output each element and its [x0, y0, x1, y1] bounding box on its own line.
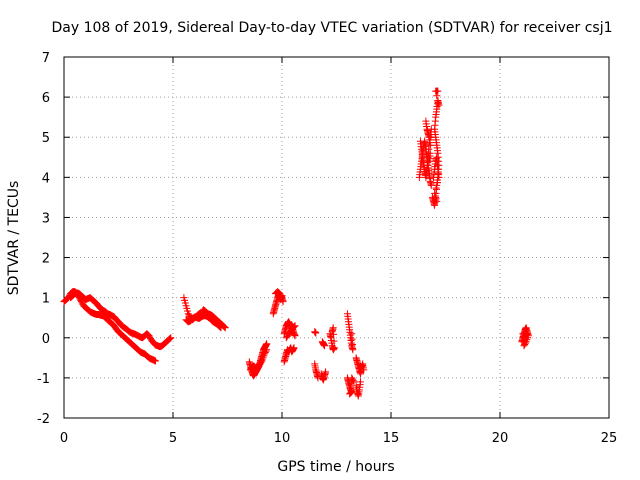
data-point-marker [330, 337, 338, 345]
grid-lines [64, 57, 609, 418]
data-point-marker [279, 298, 287, 306]
data-point-marker [290, 344, 298, 352]
data-point-marker [263, 346, 271, 354]
data-point-marker [328, 328, 336, 336]
data-point-marker [427, 141, 435, 149]
y-tick-label: 3 [42, 211, 50, 226]
chart-title: Day 108 of 2019, Sidereal Day-to-day VTE… [51, 20, 612, 36]
x-tick-label: 25 [601, 431, 618, 446]
data-point-marker [346, 385, 354, 393]
data-point-marker [356, 378, 364, 386]
data-point-marker [360, 366, 368, 374]
data-point-marker [322, 368, 330, 376]
data-point-marker [216, 323, 224, 331]
y-tick-label: -2 [37, 412, 50, 427]
data-point-marker [258, 357, 266, 365]
x-tick-label: 20 [492, 431, 509, 446]
data-point-marker [312, 329, 320, 337]
data-point-marker [290, 323, 298, 331]
data-point-marker [523, 330, 531, 338]
data-point-marker [165, 335, 173, 343]
data-point-marker [217, 324, 225, 332]
data-point-marker [435, 101, 443, 109]
x-tick-label: 0 [60, 431, 68, 446]
data-point-marker [291, 322, 299, 330]
data-point-marker [166, 334, 174, 342]
y-tick-label: 0 [42, 332, 50, 347]
data-point-marker [349, 377, 357, 385]
data-point-marker [262, 347, 270, 355]
y-tick-label: 2 [42, 252, 50, 267]
y-axis-title: SDTVAR / TECUs [6, 181, 22, 296]
y-tick-label: -1 [37, 372, 50, 387]
x-tick-label: 5 [169, 431, 177, 446]
data-point-marker [167, 334, 175, 342]
y-tick-label: 6 [42, 91, 50, 106]
data-point-marker [263, 340, 271, 348]
data-points [60, 87, 532, 400]
data-point-marker [435, 173, 443, 181]
data-point-marker [350, 378, 358, 386]
data-point-marker [348, 330, 356, 338]
data-point-marker [216, 322, 224, 330]
tick-labels: 0 5 10 15 20 25 -2 -1 0 1 2 3 4 5 6 7 [37, 51, 617, 446]
data-point-marker [321, 342, 329, 350]
data-point-marker [522, 331, 530, 339]
data-point-marker [432, 184, 440, 192]
data-point-marker [434, 179, 442, 187]
data-point-marker [347, 389, 355, 397]
data-point-marker [330, 344, 338, 352]
y-tick-label: 7 [42, 51, 50, 66]
data-point-marker [433, 197, 441, 205]
y-tick-label: 1 [42, 292, 50, 307]
x-axis-title: GPS time / hours [277, 459, 394, 475]
data-point-marker [152, 357, 160, 365]
y-tick-label: 4 [42, 171, 50, 186]
data-point-marker [521, 332, 529, 340]
y-tick-label: 5 [42, 131, 50, 146]
axis-ticks [63, 56, 610, 419]
data-point-marker [291, 332, 299, 340]
x-tick-label: 10 [274, 431, 291, 446]
plot-frame [63, 56, 610, 419]
data-point-marker [425, 157, 433, 165]
data-point-marker [434, 87, 442, 95]
data-point-marker [425, 133, 433, 141]
x-tick-label: 15 [383, 431, 400, 446]
data-point-marker [290, 322, 298, 330]
data-point-marker [346, 390, 354, 398]
data-point-marker [434, 96, 442, 104]
